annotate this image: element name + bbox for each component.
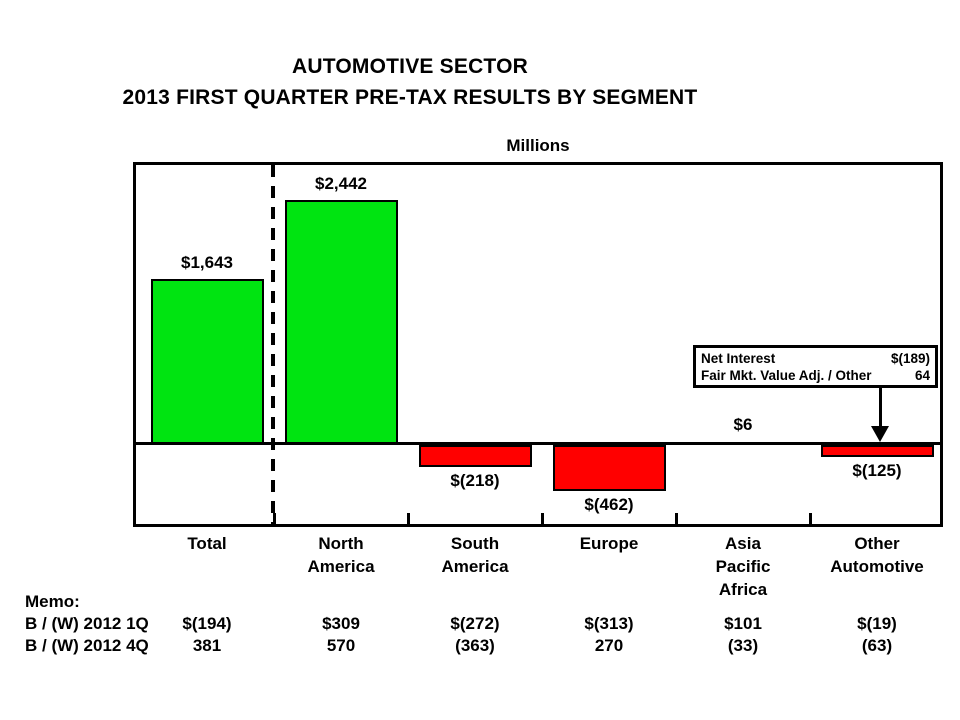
callout-value: 64 [914, 367, 930, 383]
category-label-asia-pacific-africa: Asia Pacific Africa [715, 534, 771, 599]
axis-tick [809, 513, 812, 524]
memo-value: $(313) [584, 614, 634, 633]
chart-title-line1: AUTOMOTIVE SECTOR [292, 55, 528, 78]
axis-units-label: Millions [506, 136, 570, 155]
memo-value: $309 [322, 614, 360, 633]
memo-row-label-1q: B / (W) 2012 1Q [25, 614, 149, 633]
category-label-europe: Europe [579, 534, 639, 553]
total-separator-dashed-line [271, 165, 275, 524]
chart-title: AUTOMOTIVE SECTOR 2013 FIRST QUARTER PRE… [0, 51, 820, 113]
memo-value: $(272) [450, 614, 500, 633]
memo-heading: Memo: [25, 592, 80, 611]
plot-area: $1,643 $2,442 $(218) $(462) $6 $(125) [133, 162, 943, 527]
bar-north-america [284, 200, 398, 445]
memo-value: $101 [724, 614, 762, 633]
chart-title-line2: 2013 FIRST QUARTER PRE-TAX RESULTS BY SE… [122, 86, 698, 109]
bar-south-america [418, 445, 532, 467]
category-label-other-automotive: Other Automotive [830, 534, 924, 576]
value-label-europe: $(462) [584, 495, 634, 514]
value-label-south-america: $(218) [450, 471, 500, 490]
callout-row: Fair Mkt. Value Adj. / Other 64 [701, 367, 930, 384]
callout-arrow-line [879, 388, 882, 428]
category-label-total: Total [187, 534, 227, 553]
value-label-total: $1,643 [181, 253, 233, 272]
memo-value: 270 [594, 636, 624, 655]
value-label-asia-pacific-africa: $6 [733, 415, 753, 434]
memo-value: $(194) [182, 614, 232, 633]
memo-value: 381 [192, 636, 222, 655]
bar-other-automotive [820, 445, 934, 457]
category-label-south-america: South America [441, 534, 509, 576]
memo-value: (363) [455, 636, 495, 655]
callout-label: Net Interest [701, 350, 776, 366]
net-interest-callout-box: Net Interest $(189) Fair Mkt. Value Adj.… [693, 345, 938, 388]
axis-tick [407, 513, 410, 524]
bar-europe [552, 445, 666, 491]
callout-value: $(189) [890, 350, 930, 366]
value-label-north-america: $2,442 [315, 174, 367, 193]
category-label-north-america: North America [307, 534, 375, 576]
callout-row: Net Interest $(189) [701, 350, 930, 367]
axis-tick [541, 513, 544, 524]
callout-label: Fair Mkt. Value Adj. / Other [701, 367, 872, 383]
bar-total [150, 279, 264, 445]
memo-value: 570 [326, 636, 356, 655]
zero-baseline [136, 442, 940, 445]
memo-value: $(19) [857, 614, 897, 633]
memo-row-label-4q: B / (W) 2012 4Q [25, 636, 149, 655]
axis-tick [675, 513, 678, 524]
memo-value: (63) [861, 636, 893, 655]
value-label-other-automotive: $(125) [852, 461, 902, 480]
memo-value: (33) [727, 636, 759, 655]
callout-arrow-head-icon [871, 426, 889, 442]
